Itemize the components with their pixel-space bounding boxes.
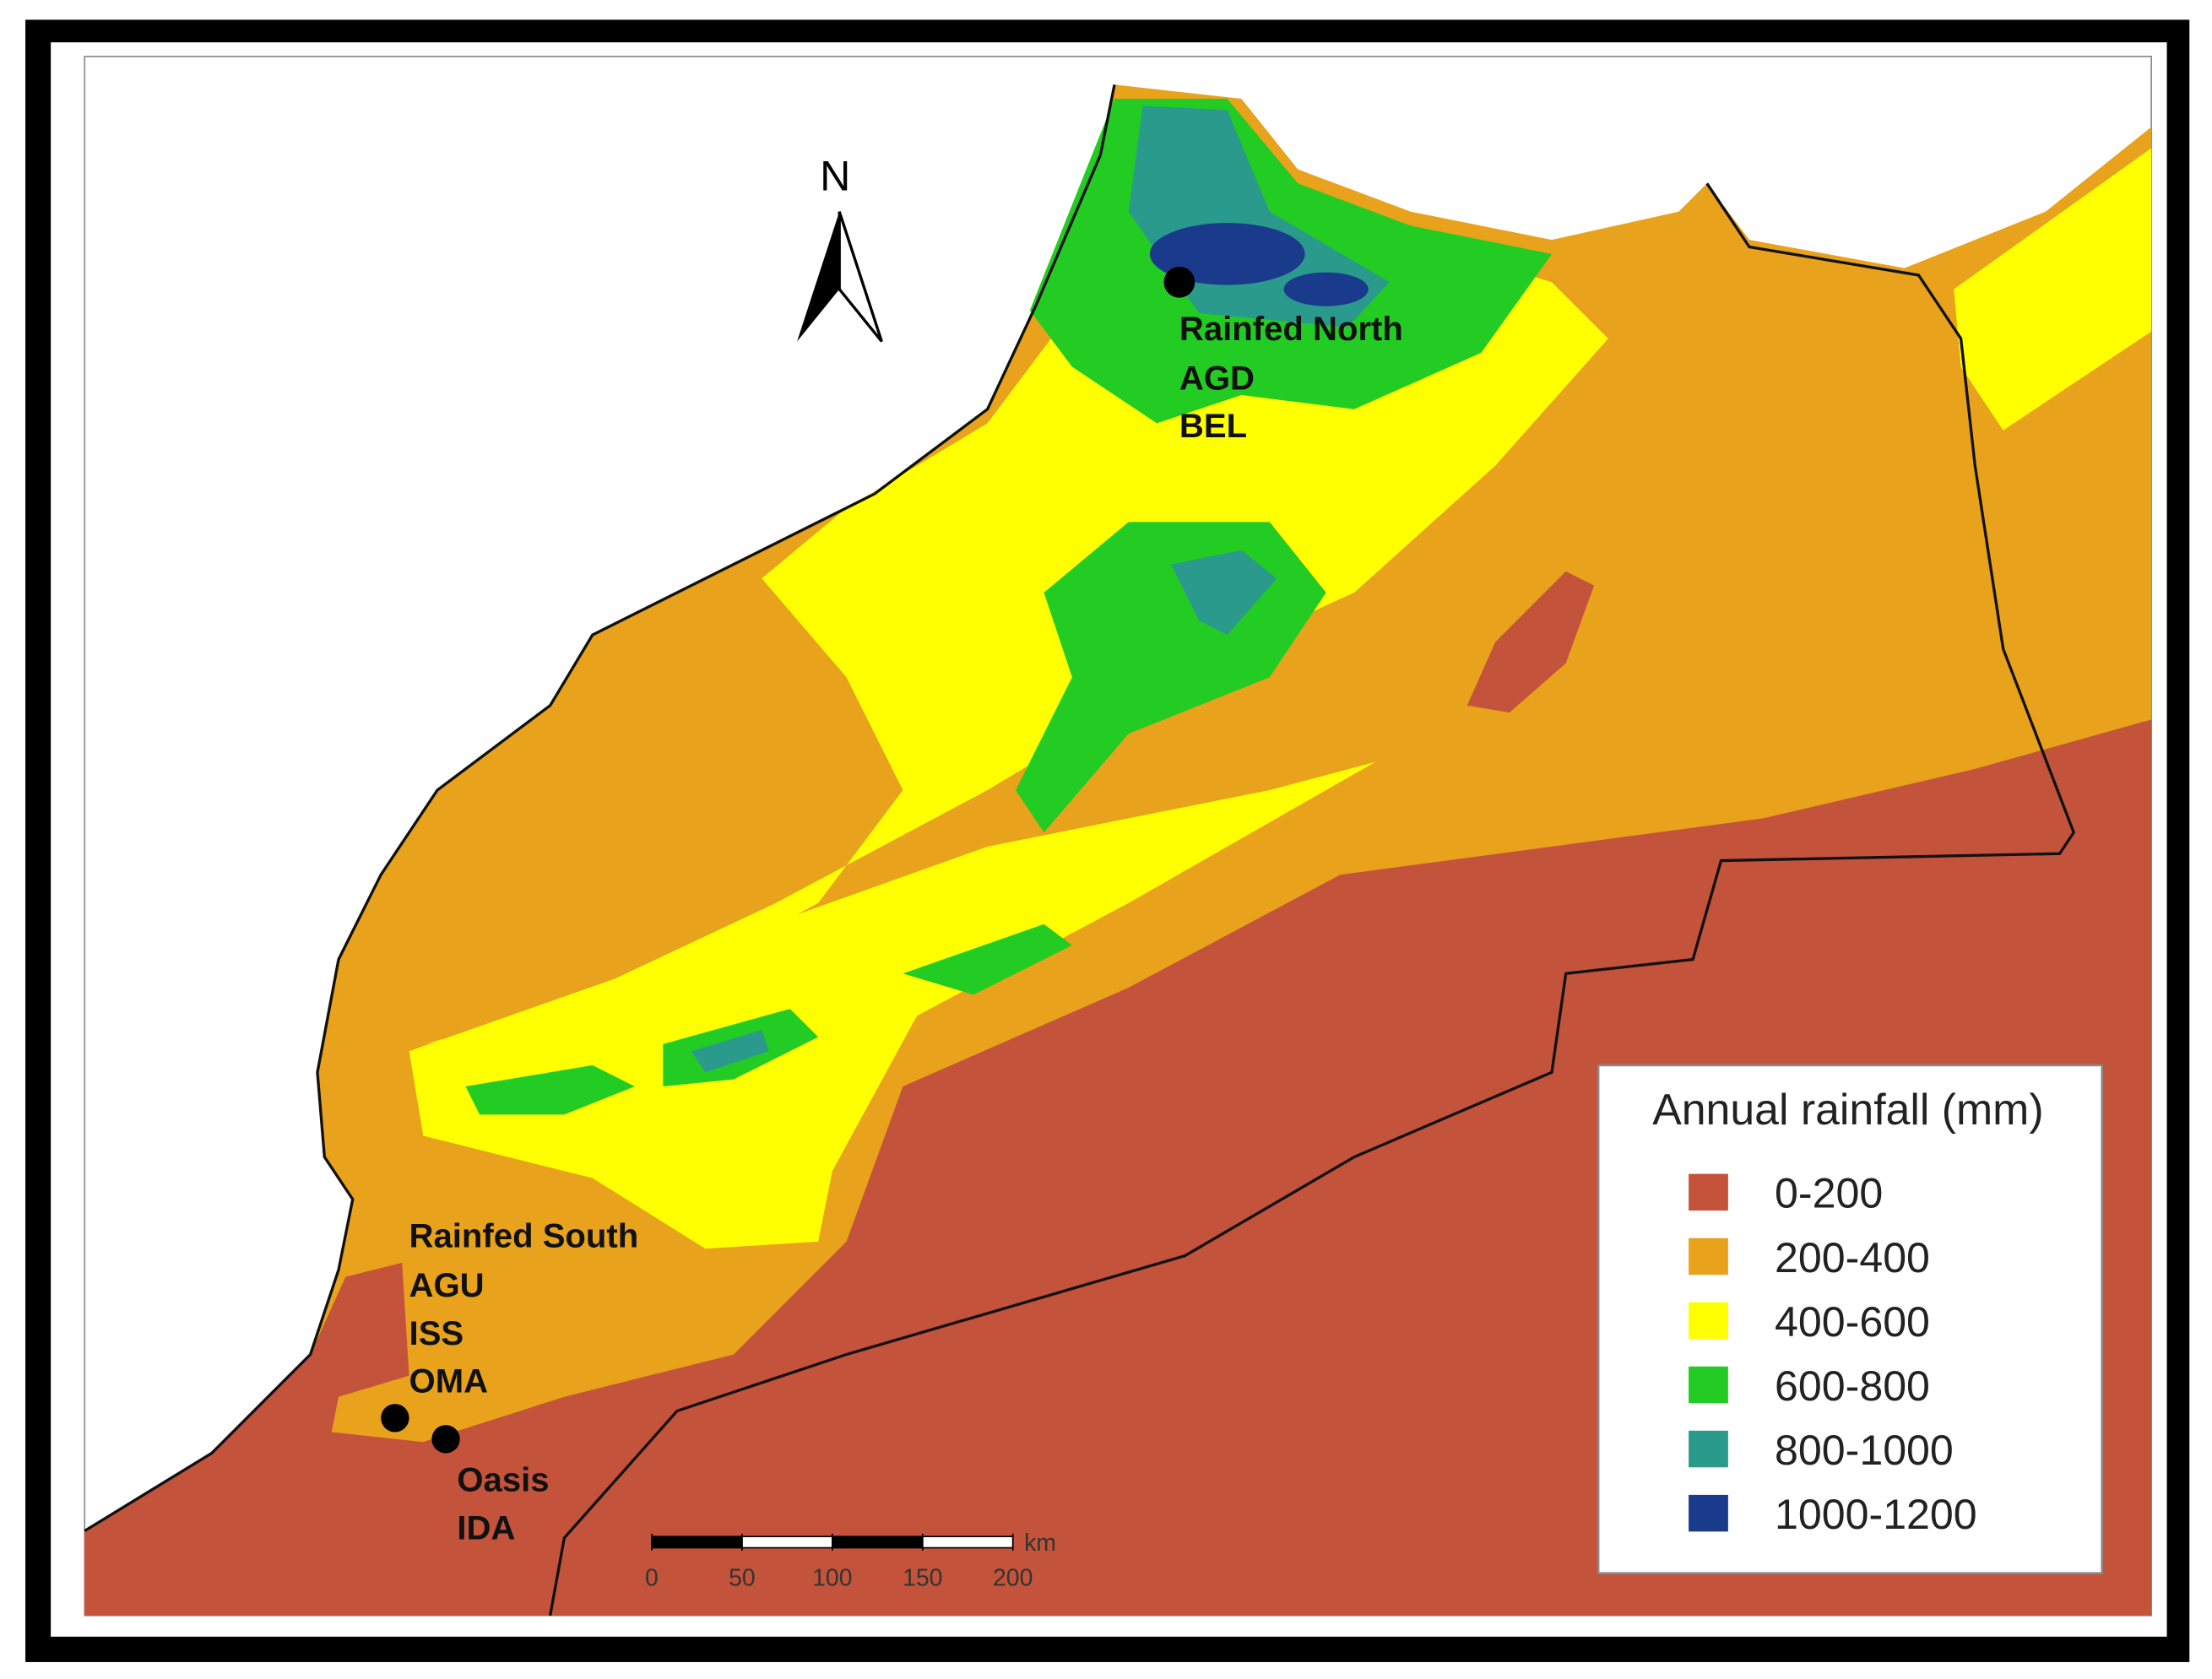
zone-600-800	[465, 1064, 635, 1115]
scale-segment	[921, 1535, 1014, 1549]
site-marker	[1163, 266, 1195, 298]
site-code: AGD	[1179, 360, 1255, 397]
scale-tick-label: 150	[903, 1565, 942, 1592]
zone-600-800	[903, 923, 1072, 995]
scale-unit: km	[1024, 1530, 1056, 1557]
legend-swatch	[1689, 1494, 1728, 1532]
legend-swatch	[1689, 1366, 1728, 1404]
site-name: Rainfed South	[409, 1218, 639, 1255]
scale-tick-label: 100	[812, 1565, 852, 1592]
site-code: ISS	[409, 1315, 464, 1352]
zone-1000-1200	[1283, 272, 1369, 306]
legend-box	[1597, 1064, 2103, 1574]
zone-400-600	[1954, 148, 2152, 431]
zone-0-200	[1467, 571, 1595, 713]
zone-800-1000	[1170, 550, 1277, 636]
legend: Annual rainfall (mm) 0-200 200-400 400-600…	[1597, 1064, 2103, 1574]
zone-800-1000	[691, 1030, 769, 1073]
scale-segment	[651, 1535, 743, 1549]
site-code: AGU	[409, 1267, 485, 1304]
legend-swatch	[1689, 1238, 1728, 1275]
north-arrow-right	[838, 211, 883, 343]
site-code: OMA	[409, 1363, 489, 1400]
legend-label: 400-600	[1775, 1298, 1930, 1346]
scale-tick-label: 200	[993, 1565, 1033, 1592]
site-name: Rainfed North	[1179, 311, 1403, 348]
legend-label: 200-400	[1775, 1234, 1930, 1281]
legend-label: 0-200	[1775, 1170, 1883, 1217]
site-code: IDA	[457, 1510, 515, 1547]
legend-title: Annual rainfall (mm)	[1652, 1085, 2043, 1134]
legend-swatch	[1689, 1430, 1728, 1468]
site-marker	[431, 1425, 460, 1454]
legend-swatch	[1689, 1302, 1728, 1340]
site-name: Oasis	[457, 1462, 549, 1499]
scale-tick-label: 50	[729, 1565, 756, 1592]
border	[549, 182, 2076, 1617]
legend-swatch	[1689, 1173, 1728, 1211]
coastline	[84, 84, 1116, 1532]
scale-segment	[741, 1535, 833, 1549]
scale-tick-label: 0	[645, 1565, 659, 1592]
north-label: N	[820, 153, 850, 200]
zone-400-600	[409, 761, 1376, 1249]
site-code: BEL	[1179, 408, 1247, 445]
sites: Rainfed North AGD BEL Rainfed South AGU …	[381, 266, 1403, 1547]
scale-segment	[832, 1535, 924, 1549]
legend-label: 600-800	[1775, 1362, 1930, 1410]
zone-1000-1200	[1149, 223, 1305, 285]
scale-bar: 0 50 100 150 200 km	[645, 1530, 1056, 1592]
legend-label: 800-1000	[1775, 1427, 1954, 1474]
legend-label: 1000-1200	[1775, 1491, 1977, 1538]
site-marker	[381, 1404, 409, 1433]
zone-400-600	[423, 240, 1608, 1044]
